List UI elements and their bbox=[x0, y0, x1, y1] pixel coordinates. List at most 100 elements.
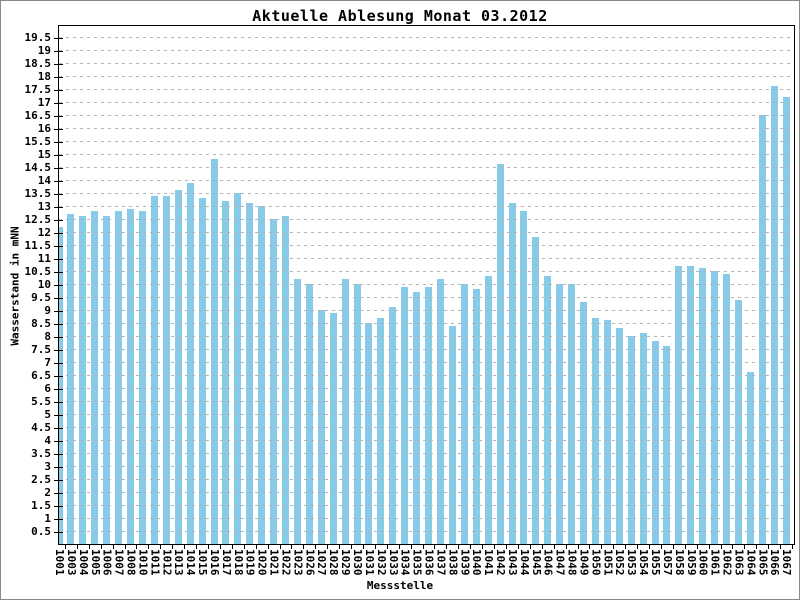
x-axis-tick bbox=[649, 545, 650, 549]
x-tick-label-1027: 1027 bbox=[315, 549, 329, 576]
y-axis-tick bbox=[54, 376, 63, 377]
x-axis-tick bbox=[792, 545, 793, 549]
x-tick-label-1054: 1054 bbox=[637, 549, 651, 576]
bar-1050 bbox=[591, 318, 599, 544]
x-axis-tick bbox=[244, 545, 245, 549]
bar-1046 bbox=[544, 276, 552, 544]
gridline bbox=[59, 167, 794, 168]
x-tick-label-1018: 1018 bbox=[231, 549, 245, 576]
x-tick-label-1055: 1055 bbox=[649, 549, 662, 576]
y-tick-label: 7 bbox=[44, 356, 51, 369]
x-tick-label-1035: 1035 bbox=[410, 549, 424, 576]
y-axis-tick bbox=[54, 220, 63, 221]
y-tick-label: 9.5 bbox=[31, 291, 51, 304]
y-tick-label: 11 bbox=[37, 252, 51, 265]
y-axis-tick bbox=[54, 480, 63, 481]
x-axis-tick bbox=[232, 545, 233, 549]
bar-1028 bbox=[329, 313, 337, 544]
y-tick-label: 6 bbox=[44, 382, 51, 395]
bar-1033 bbox=[389, 307, 397, 544]
x-axis-tick bbox=[601, 545, 602, 549]
y-tick-label: 10.5 bbox=[24, 265, 52, 278]
x-tick-label-1058: 1058 bbox=[672, 549, 686, 576]
x-tick-label-1039: 1039 bbox=[458, 549, 472, 576]
x-tick-label-1053: 1053 bbox=[625, 549, 639, 576]
bar-1034 bbox=[401, 287, 409, 544]
bar-1042 bbox=[496, 164, 504, 544]
bar-1011 bbox=[150, 196, 158, 544]
x-tick-label-1038: 1038 bbox=[446, 549, 460, 576]
x-axis-tick bbox=[554, 545, 555, 549]
bar-1029 bbox=[341, 279, 349, 544]
bar-1064 bbox=[746, 372, 754, 544]
y-axis-tick bbox=[54, 337, 63, 338]
y-tick-label: 5 bbox=[44, 408, 51, 421]
y-axis-tick bbox=[54, 441, 63, 442]
x-axis-tick bbox=[637, 545, 638, 549]
x-tick-label-1015: 1015 bbox=[196, 549, 209, 576]
x-axis-tick bbox=[721, 545, 722, 549]
y-axis-tick bbox=[54, 77, 63, 78]
y-tick-label: 2.5 bbox=[31, 473, 51, 486]
bar-1060 bbox=[699, 268, 707, 544]
x-tick-label-1007: 1007 bbox=[112, 549, 126, 576]
x-axis-tick bbox=[77, 545, 78, 549]
y-tick-label: 3.5 bbox=[31, 447, 51, 460]
gridline bbox=[59, 76, 794, 77]
y-axis-tick bbox=[54, 38, 63, 39]
x-tick-label-1047: 1047 bbox=[553, 549, 567, 576]
y-axis-tick bbox=[54, 532, 63, 533]
y-tick-label: 1.5 bbox=[31, 499, 51, 512]
y-tick-label: 4.5 bbox=[31, 421, 51, 434]
bar-1014 bbox=[186, 183, 194, 544]
bar-1067 bbox=[782, 97, 790, 544]
y-tick-label: 6.5 bbox=[31, 369, 51, 382]
x-tick-label-1011: 1011 bbox=[148, 549, 162, 576]
gridline bbox=[59, 349, 794, 350]
x-tick-label-1060: 1060 bbox=[696, 549, 710, 576]
y-axis-tick bbox=[54, 311, 63, 312]
chart-title: Aktuelle Ablesung Monat 03.2012 bbox=[252, 7, 548, 25]
bar-1006 bbox=[103, 216, 111, 544]
bar-1007 bbox=[115, 211, 123, 544]
y-axis-tick bbox=[54, 298, 63, 299]
x-tick-label-1019: 1019 bbox=[243, 549, 257, 576]
gridline bbox=[59, 50, 794, 51]
x-axis-tick bbox=[756, 545, 757, 549]
y-tick-label: 14.5 bbox=[24, 161, 52, 174]
bar-1005 bbox=[91, 211, 99, 544]
bar-1043 bbox=[508, 203, 516, 544]
y-tick-label: 12.5 bbox=[24, 213, 52, 226]
y-tick-label: 1 bbox=[44, 512, 51, 525]
x-axis-tick bbox=[184, 545, 185, 549]
bar-1057 bbox=[663, 346, 671, 544]
x-axis-tick bbox=[339, 545, 340, 549]
x-tick-label-1020: 1020 bbox=[255, 549, 269, 576]
x-axis-tick bbox=[768, 545, 769, 549]
x-tick-label-1017: 1017 bbox=[219, 549, 233, 576]
y-tick-label: 10 bbox=[37, 278, 51, 291]
x-axis-tick bbox=[661, 545, 662, 549]
bar-1059 bbox=[687, 266, 695, 544]
x-tick-label-1064: 1064 bbox=[744, 549, 758, 576]
bar-1065 bbox=[758, 115, 766, 544]
bar-1008 bbox=[127, 209, 134, 544]
y-tick-label: 18 bbox=[37, 70, 51, 83]
gridline bbox=[59, 141, 794, 142]
gridline bbox=[59, 518, 794, 519]
x-tick-label-1045: 1045 bbox=[529, 549, 543, 576]
gridline bbox=[59, 388, 794, 389]
x-tick-label-1012: 1012 bbox=[160, 549, 174, 576]
x-tick-label-1046: 1046 bbox=[541, 549, 555, 576]
x-axis-tick bbox=[423, 545, 424, 549]
bar-1016 bbox=[210, 159, 218, 544]
bar-1045 bbox=[532, 237, 540, 544]
y-tick-label: 13 bbox=[37, 200, 51, 213]
x-tick-label-1010: 1010 bbox=[136, 549, 150, 576]
y-tick-label: 11.5 bbox=[24, 239, 52, 252]
bar-1010 bbox=[138, 211, 146, 544]
gridline bbox=[59, 414, 794, 415]
bar-1032 bbox=[377, 318, 385, 544]
x-tick-label-1028: 1028 bbox=[327, 549, 341, 576]
y-tick-label: 13.5 bbox=[24, 187, 52, 200]
